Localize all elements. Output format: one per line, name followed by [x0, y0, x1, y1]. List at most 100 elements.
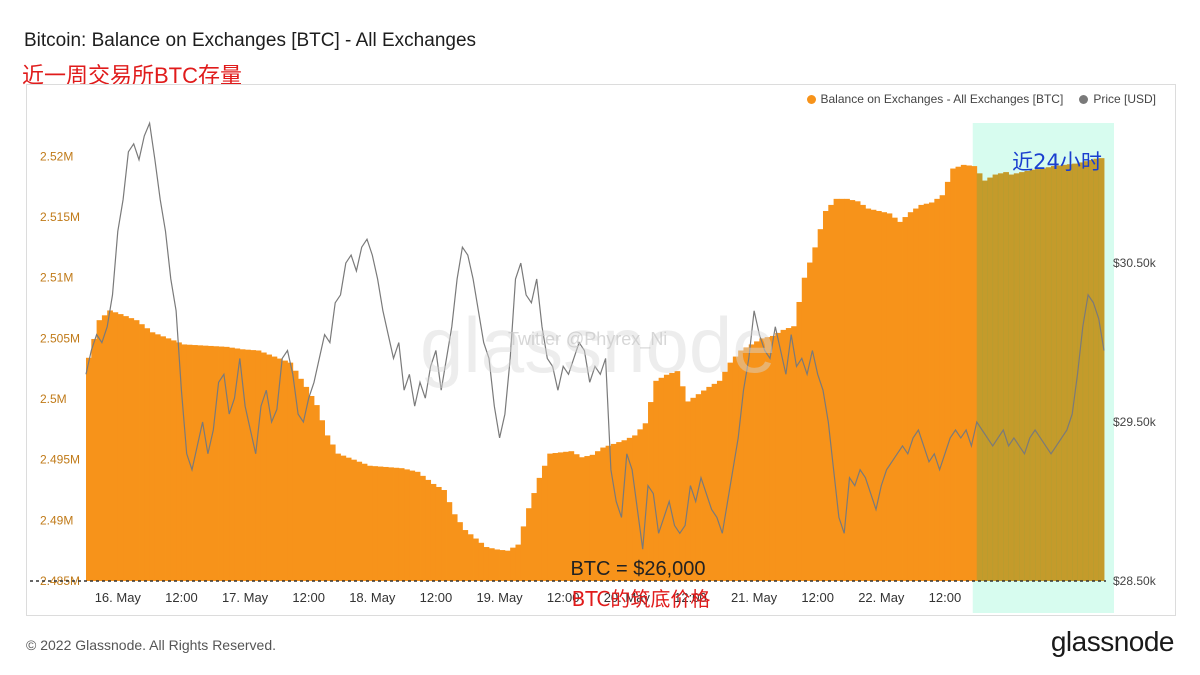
balance-bar	[966, 165, 972, 582]
balance-bar	[123, 316, 129, 581]
legend-item-balance[interactable]: Balance on Exchanges - All Exchanges [BT…	[806, 92, 1064, 106]
balance-bar	[499, 550, 506, 581]
balance-bar	[838, 198, 845, 581]
legend-item-price[interactable]: Price [USD]	[1079, 92, 1156, 106]
balance-bar	[669, 372, 675, 581]
x-tick-label: 12:00	[801, 590, 834, 605]
x-tick-label: 20. May	[604, 590, 651, 605]
balance-bar	[303, 386, 310, 581]
balance-bar	[451, 514, 458, 581]
balance-bar-highlighted	[1003, 172, 1009, 582]
y-right-tick-label: $30.50k	[1113, 256, 1157, 270]
balance-bar	[769, 335, 776, 581]
balance-bar	[478, 542, 485, 581]
balance-bar	[467, 534, 474, 581]
x-tick-label: 16. May	[95, 590, 142, 605]
copyright-text: © 2022 Glassnode. All Rights Reserved.	[26, 637, 277, 653]
balance-bar	[165, 338, 172, 581]
balance-bar	[218, 346, 225, 581]
balance-bar	[181, 344, 188, 581]
balance-bar	[266, 354, 272, 581]
balance-bar-highlighted	[1050, 166, 1057, 581]
balance-bar	[764, 337, 771, 581]
balance-bar	[918, 204, 925, 581]
balance-bar	[160, 336, 166, 581]
balance-bar	[223, 346, 230, 581]
balance-bar	[329, 444, 336, 581]
y-left-tick-label: 2.52M	[40, 149, 73, 163]
balance-bar	[531, 493, 538, 581]
balance-bar	[388, 467, 394, 581]
balance-bar-highlighted	[1077, 162, 1084, 582]
balance-bar	[632, 435, 638, 581]
balance-bar	[340, 455, 347, 581]
balance-bar	[881, 212, 888, 581]
balance-bar	[658, 377, 665, 581]
balance-bar	[462, 530, 469, 581]
balance-bar	[648, 402, 654, 581]
y-left-tick-label: 2.49M	[40, 513, 73, 527]
balance-bar	[738, 350, 744, 581]
balance-bar	[732, 356, 739, 581]
balance-bar	[674, 371, 681, 581]
balance-bar	[112, 312, 119, 581]
reference-price-label: BTC = $26,000	[570, 558, 705, 580]
y-left-tick-label: 2.5M	[40, 392, 67, 406]
balance-bar-highlighted	[982, 180, 988, 581]
balance-bar	[775, 332, 781, 581]
x-tick-label: 12:00	[165, 590, 198, 605]
legend-label-balance: Balance on Exchanges - All Exchanges [BT…	[820, 92, 1064, 106]
balance-bar	[213, 346, 219, 581]
balance-bar	[568, 451, 575, 581]
legend-dot-balance	[806, 94, 816, 104]
balance-bar	[934, 198, 941, 581]
balance-bar	[313, 405, 320, 581]
balance-bar-highlighted	[1061, 164, 1068, 581]
balance-bar-highlighted	[987, 177, 994, 581]
x-tick-label: 21. May	[731, 590, 778, 605]
balance-bar	[351, 459, 357, 581]
glassnode-logo: glassnode	[1050, 626, 1175, 657]
balance-bar-highlighted	[1013, 173, 1020, 581]
balance-bar	[653, 380, 660, 581]
balance-bar	[117, 314, 124, 581]
balance-bar	[197, 345, 204, 581]
balance-bar	[414, 471, 421, 581]
balance-bar-highlighted	[1098, 158, 1105, 581]
balance-bar	[308, 395, 315, 581]
balance-bar-highlighted	[1024, 170, 1031, 581]
balance-bar	[600, 447, 607, 581]
balance-bar	[854, 201, 861, 581]
balance-bar	[876, 210, 882, 581]
balance-bar	[367, 465, 373, 581]
balance-bar	[494, 549, 500, 581]
balance-bar	[271, 356, 278, 581]
balance-bar	[393, 467, 400, 581]
y-left-tick-label: 2.505M	[40, 331, 80, 345]
balance-bar	[239, 349, 246, 581]
watermark-credit: Twitter @Phyrex_Ni	[508, 329, 667, 350]
balance-bar	[944, 181, 951, 582]
balance-bar	[605, 445, 612, 581]
balance-bar	[298, 378, 304, 581]
balance-bar	[743, 347, 750, 581]
balance-bar	[107, 310, 113, 581]
x-tick-label: 17. May	[222, 590, 269, 605]
balance-bar	[828, 204, 834, 581]
balance-bar	[748, 344, 755, 581]
balance-bar	[282, 360, 288, 581]
balance-bar	[372, 466, 379, 581]
balance-bar-highlighted	[976, 173, 983, 581]
y-right-tick-label: $29.50k	[1113, 415, 1157, 429]
balance-bar-highlighted	[1008, 174, 1015, 581]
balance-bar	[287, 362, 294, 581]
balance-bar	[685, 401, 691, 581]
balance-bar	[870, 209, 877, 581]
x-tick-label: 12:00	[929, 590, 962, 605]
balance-bar	[377, 466, 384, 581]
balance-bar	[584, 456, 591, 581]
balance-bar	[939, 195, 946, 581]
balance-bar	[817, 229, 824, 581]
balance-bar	[626, 437, 633, 581]
